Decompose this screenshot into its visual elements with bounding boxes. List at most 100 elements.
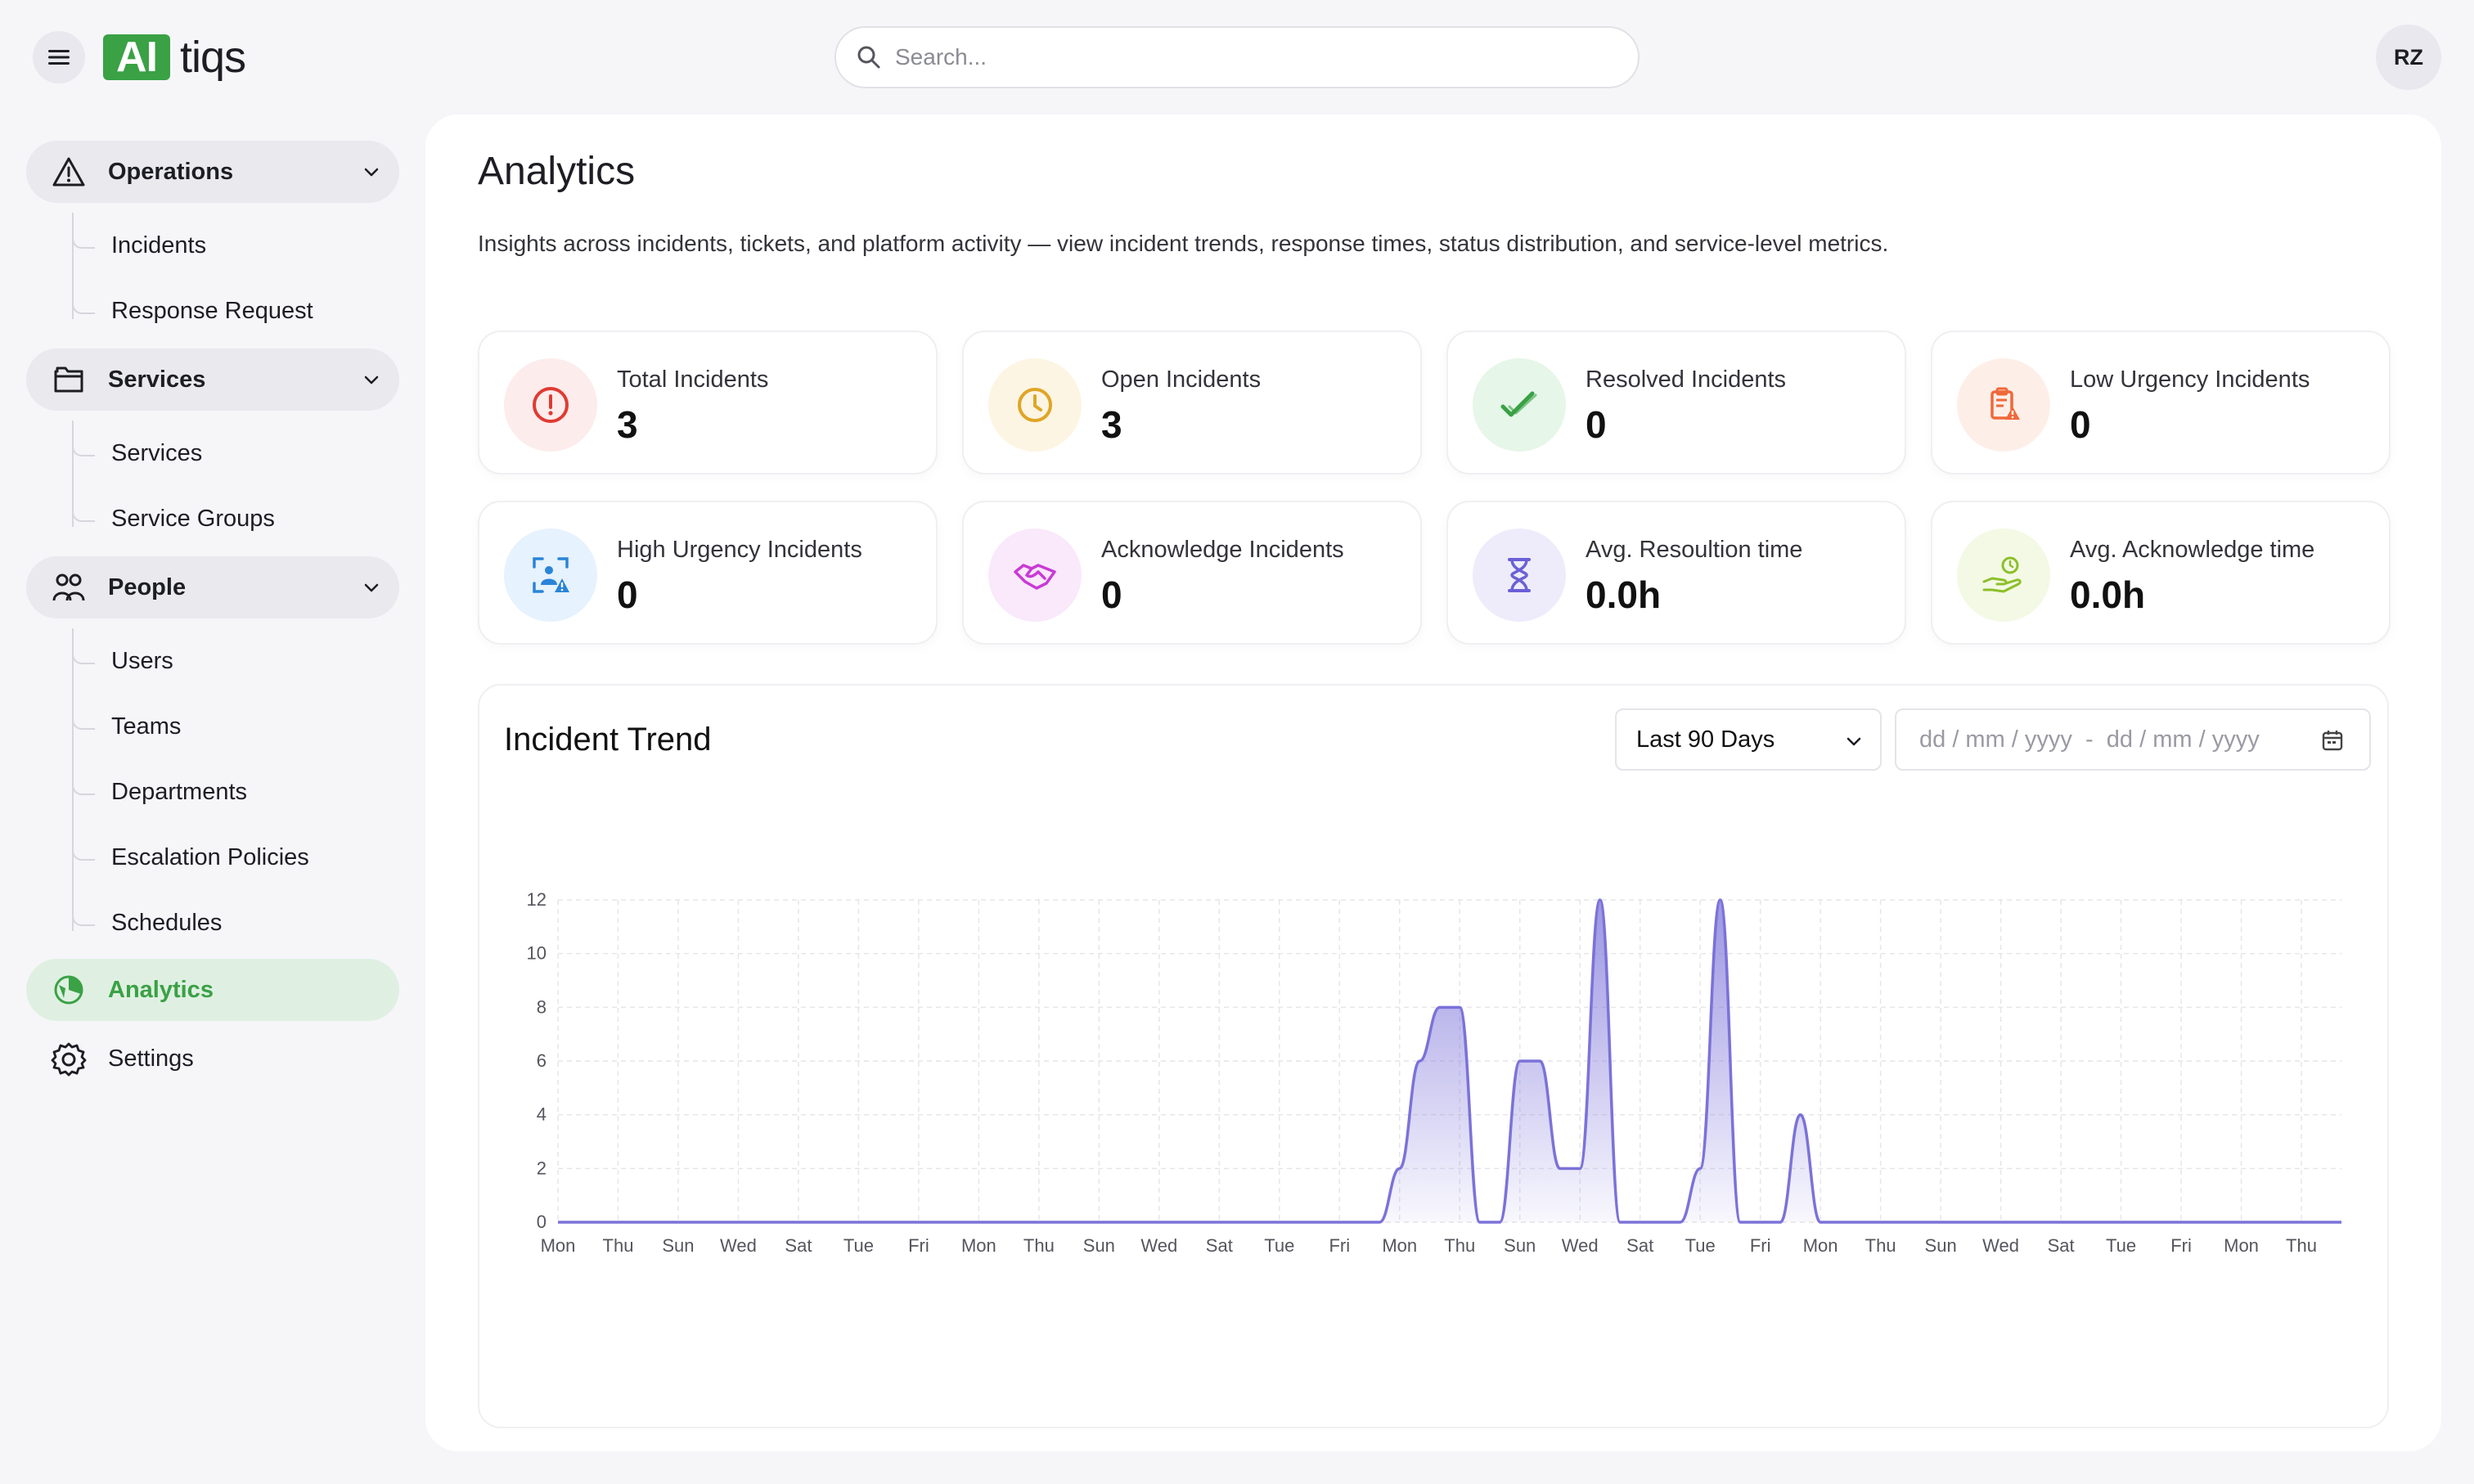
stat-card-avg-resolution-time[interactable]: Avg. Resoultion time 0.0h [1446,501,1906,645]
sidebar-group-label: Services [108,366,206,393]
x-tick-label: Tue [2106,1235,2136,1256]
stat-title: Avg. Acknowledge time [2070,537,2315,563]
sidebar-submenu-services: Services Service Groups [26,420,399,551]
x-tick-label: Thu [1023,1235,1055,1256]
trend-line [558,898,2341,1224]
x-tick-label: Mon [1803,1235,1838,1256]
range-select[interactable]: Last 90 Days [1615,708,1882,771]
x-tick-label: Thu [2286,1235,2317,1256]
sidebar-item-analytics[interactable]: Analytics [26,959,399,1021]
sidebar-group-label: People [108,573,187,600]
x-tick-label: Sun [1504,1235,1536,1256]
x-tick-label: Sat [1206,1235,1233,1256]
sidebar-submenu-operations: Incidents Response Request [26,213,399,344]
stat-title: Avg. Resoultion time [1586,537,1803,563]
stat-value: 3 [1101,403,1122,446]
handshake-icon [988,528,1082,622]
hand-coin-icon [1957,528,2050,622]
sidebar-group-operations[interactable]: Operations [26,141,399,203]
sidebar-item-services[interactable]: Services [26,420,399,486]
x-tick-label: Sat [1626,1235,1653,1256]
chevron-down-icon [364,168,379,177]
x-tick-label: Fri [908,1235,929,1256]
x-tick-label: Thu [603,1235,634,1256]
folder-icon [54,367,83,393]
y-tick-label: 8 [537,996,547,1017]
stat-value: 0.0h [2070,573,2146,616]
date-range-placeholder: dd / mm / yyyy - dd / mm / yyyy [1919,726,2260,753]
stat-title: High Urgency Incidents [617,537,862,563]
x-tick-label: Sat [785,1235,812,1256]
sidebar-group-label: Operations [108,158,234,185]
scan-warning-icon [504,528,597,622]
alert-circle-icon [504,358,597,452]
sidebar-item-users[interactable]: Users [26,628,399,694]
x-tick-label: Fri [2170,1235,2192,1256]
y-tick-label: 4 [537,1104,547,1125]
x-tick-label: Wed [1562,1235,1599,1256]
incident-trend-card: Incident Trend Last 90 Days dd / mm / yy… [478,684,2389,1428]
stat-card-low-urgency-incidents[interactable]: Low Urgency Incidents 0 [1931,331,2391,474]
stat-title: Acknowledge Incidents [1101,537,1344,563]
stat-title: Low Urgency Incidents [2070,367,2310,393]
page-title: Analytics [478,150,636,193]
stat-card-acknowledge-incidents[interactable]: Acknowledge Incidents 0 [962,501,1422,645]
stat-card-open-incidents[interactable]: Open Incidents 3 [962,331,1422,474]
incident-trend-chart: 0 2 4 6 8 10 12 Mon Thu Sun Wed Sat Tue Fri Mon Thu Sun W… [527,889,2341,1256]
x-tick-label: Mon [1382,1235,1417,1256]
search-bar[interactable] [834,26,1640,88]
stat-card-resolved-incidents[interactable]: Resolved Incidents 0 [1446,331,1906,474]
x-tick-label: Wed [1140,1235,1177,1256]
chevron-down-icon [364,375,379,384]
stat-value: 0 [1101,573,1122,616]
sidebar-item-departments[interactable]: Departments [26,759,399,825]
sidebar-group-services[interactable]: Services [26,349,399,411]
date-range-input[interactable]: dd / mm / yyyy - dd / mm / yyyy [1895,708,2371,771]
y-tick-label: 0 [537,1212,547,1232]
sidebar-item-response-request[interactable]: Response Request [26,278,399,344]
stat-card-total-incidents[interactable]: Total Incidents 3 [478,331,938,474]
stat-card-high-urgency-incidents[interactable]: High Urgency Incidents 0 [478,501,938,645]
x-tick-label: Thu [1444,1235,1475,1256]
calendar-icon [2322,731,2343,751]
user-avatar[interactable]: RZ [2376,25,2441,90]
logo-text: tiqs [180,33,246,82]
stat-value: 0.0h [1586,573,1662,616]
x-tick-label: Sun [662,1235,694,1256]
sidebar-item-escalation-policies[interactable]: Escalation Policies [26,825,399,890]
hourglass-icon [1473,528,1566,622]
x-tick-label: Mon [2224,1235,2259,1256]
x-tick-label: Sun [1925,1235,1957,1256]
x-tick-label: Mon [961,1235,996,1256]
stat-value: 0 [1586,403,1607,446]
x-tick-label: Mon [541,1235,576,1256]
x-tick-label: Tue [1264,1235,1294,1256]
warning-triangle-icon [52,157,85,187]
stat-title: Resolved Incidents [1586,367,1787,393]
sidebar-item-incidents[interactable]: Incidents [26,213,399,278]
y-tick-label: 10 [527,943,547,964]
x-tick-label: Sun [1083,1235,1115,1256]
x-tick-label: Thu [1865,1235,1896,1256]
stat-card-avg-acknowledge-time[interactable]: Avg. Acknowledge time 0.0h [1931,501,2391,645]
sidebar-item-service-groups[interactable]: Service Groups [26,486,399,551]
gear-icon [51,1042,87,1077]
app-logo[interactable]: AI tiqs [103,33,246,82]
sidebar-submenu-people: Users Teams Departments Escalation Polic… [26,628,399,956]
clock-icon [988,358,1082,452]
y-tick-label: 2 [537,1158,547,1178]
sidebar-group-people[interactable]: People [26,556,399,618]
stat-value: 0 [617,573,638,616]
sidebar-item-teams[interactable]: Teams [26,694,399,759]
chart-title: Incident Trend [504,722,712,758]
stat-value: 3 [617,403,638,446]
sidebar-item-schedules[interactable]: Schedules [26,890,399,956]
sidebar: Operations Incidents Response Request Se… [26,141,399,1096]
sidebar-item-settings[interactable]: Settings [26,1028,399,1090]
hamburger-menu-button[interactable] [33,31,85,83]
top-bar: AI tiqs RZ [0,0,2474,116]
x-tick-label: Fri [1329,1235,1350,1256]
stat-title: Open Incidents [1101,367,1262,393]
search-input[interactable] [895,44,1599,70]
sidebar-item-label: Settings [108,1045,194,1072]
